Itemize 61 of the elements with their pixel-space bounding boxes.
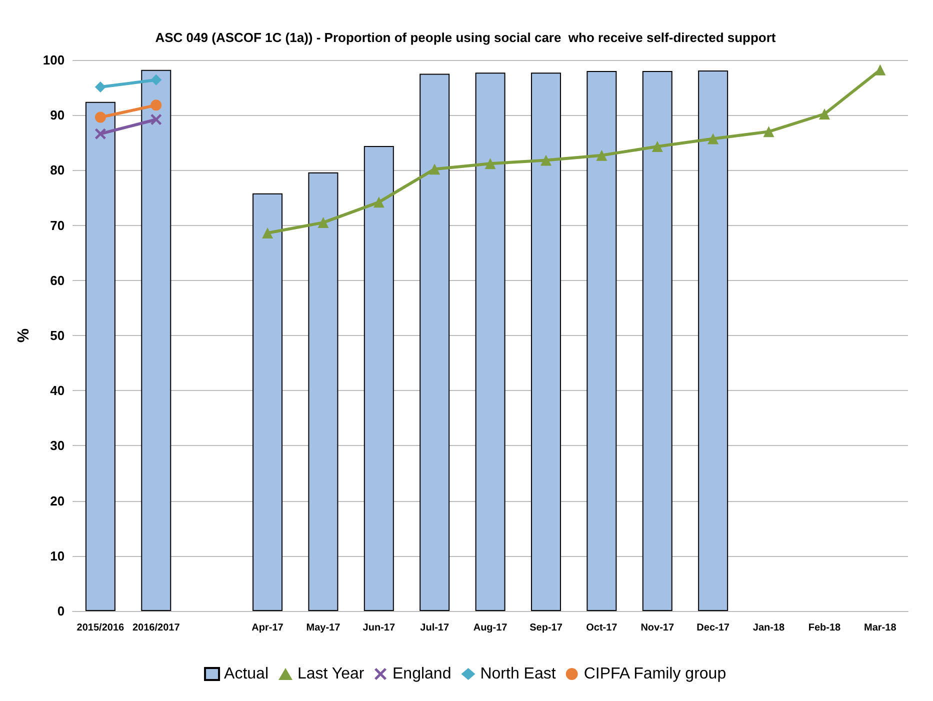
y-tick-label: 10	[50, 548, 65, 564]
point	[150, 74, 162, 86]
x-tick-label: Aug-17	[473, 622, 508, 634]
point	[708, 133, 719, 144]
bar	[698, 70, 728, 611]
point	[94, 82, 106, 92]
x-tick-label: Sep-17	[530, 622, 563, 634]
x-tick-label: Jun-17	[362, 622, 396, 634]
y-tick-label: 40	[50, 383, 65, 398]
bar	[642, 71, 672, 611]
x-tick-label: Mar-18	[864, 622, 897, 634]
point	[484, 158, 496, 170]
x-tick-label: Jan-18	[752, 622, 786, 634]
y-tick-label: 30	[50, 438, 65, 454]
y-tick-label: 50	[50, 328, 65, 343]
point	[318, 217, 329, 228]
x-tick-label: Oct-17	[586, 622, 618, 634]
legend-label: Last Year	[297, 666, 365, 682]
bar	[141, 70, 172, 611]
legend-label: England	[392, 666, 452, 682]
point	[818, 108, 830, 120]
bar	[85, 102, 116, 611]
y-tick-label: 60	[50, 272, 65, 288]
legend-label: CIPFA Family group	[584, 666, 726, 682]
point	[150, 100, 162, 111]
point	[94, 128, 106, 140]
y-tick-label: 100	[42, 52, 65, 68]
point	[429, 164, 440, 175]
bar	[308, 172, 338, 611]
x-tick-label: Apr-17	[252, 622, 284, 634]
chart-title: ASC 049 (ASCOF 1C (1a)) - Proportion of people using social care who receive self-directed support	[155, 30, 776, 45]
x-tick-label: Jul-17	[420, 622, 450, 634]
x-tick-label: 2016/2017	[132, 622, 180, 634]
y-tick-label: 70	[50, 218, 65, 233]
y-tick-label: 20	[50, 493, 65, 508]
y-axis-title: %	[16, 328, 32, 343]
point	[652, 141, 663, 152]
bar	[475, 72, 506, 611]
x-tick-label: Nov-17	[640, 622, 674, 634]
bar	[252, 193, 283, 611]
x-tick-label: Feb-18	[808, 622, 842, 634]
y-tick-label: 80	[50, 162, 65, 178]
bar	[420, 74, 450, 611]
point	[540, 154, 552, 166]
x-tick-label: Dec-17	[696, 622, 730, 634]
x-tick-label: May-17	[306, 622, 341, 634]
y-tick-label: 0	[57, 604, 65, 618]
bar	[586, 71, 617, 611]
point	[94, 112, 106, 123]
bar	[530, 72, 561, 611]
point	[150, 114, 162, 126]
point	[763, 126, 774, 138]
point	[373, 196, 384, 208]
legend-label: North East	[480, 666, 556, 682]
legend-label: Actual	[224, 666, 268, 682]
point	[874, 64, 886, 76]
point	[596, 150, 608, 161]
x-tick-label: 2015/2016	[76, 622, 125, 634]
y-tick-label: 90	[50, 108, 65, 123]
bar	[364, 146, 394, 611]
point	[262, 228, 274, 239]
